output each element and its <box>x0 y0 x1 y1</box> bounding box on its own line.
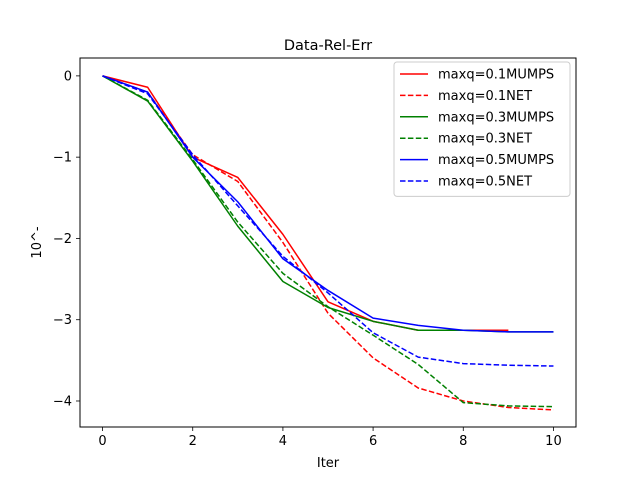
legend-label: maxq=0.1MUMPS <box>438 68 554 83</box>
legend: maxq=0.1MUMPS maxq=0.1NET maxq=0.3MUMPS max… <box>393 61 571 197</box>
y-tick-label: −3 <box>53 313 72 328</box>
x-tick-label: 10 <box>545 434 562 449</box>
series-line-4 <box>102 75 554 408</box>
x-tick-label: 4 <box>279 434 287 449</box>
x-tick-label: 8 <box>459 434 467 449</box>
legend-label: maxq=0.1NET <box>438 89 532 104</box>
y-axis-ticks: 0 −1 −2 −3 −4 <box>53 69 80 409</box>
y-tick-label: 0 <box>64 69 72 84</box>
y-tick-label: −4 <box>53 394 72 409</box>
x-tick-label: 0 <box>98 434 106 449</box>
x-axis-label: Iter <box>317 456 340 471</box>
x-tick-label: 2 <box>189 434 197 449</box>
x-axis-ticks: 0 2 4 6 8 10 <box>98 427 562 449</box>
y-tick-label: −2 <box>53 232 72 247</box>
y-tick-label: −1 <box>53 151 72 166</box>
series-line-6 <box>102 75 554 367</box>
y-axis-label: 10^- <box>30 226 45 258</box>
legend-label: maxq=0.5MUMPS <box>438 153 554 168</box>
chart-title: Data-Rel-Err <box>284 38 372 54</box>
legend-label: maxq=0.3MUMPS <box>438 110 554 125</box>
series-layer <box>102 75 554 411</box>
legend-label: maxq=0.3NET <box>438 132 532 147</box>
legend-box <box>393 61 571 197</box>
axes-border <box>79 57 577 428</box>
legend-label: maxq=0.5NET <box>438 175 532 190</box>
x-tick-label: 6 <box>369 434 377 449</box>
